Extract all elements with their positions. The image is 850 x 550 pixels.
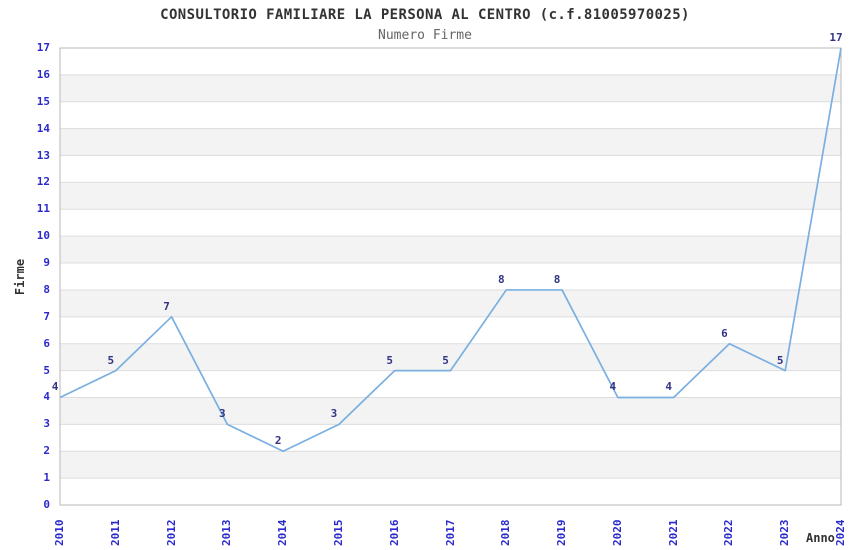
y-tick-label: 13	[36, 148, 50, 162]
x-axis-title: Anno	[806, 531, 835, 545]
y-tick-label: 9	[43, 256, 50, 270]
y-tick-label: 3	[43, 417, 50, 431]
chart-subtitle: Numero Firme	[378, 28, 472, 43]
y-tick-label: 6	[43, 336, 50, 350]
x-tick-label: 2021	[666, 519, 680, 547]
y-tick-label: 8	[43, 282, 50, 296]
y-tick-label: 12	[36, 175, 50, 189]
x-tick-label: 2012	[164, 519, 178, 547]
data-point-label: 8	[553, 272, 561, 286]
y-tick-label: 15	[36, 94, 50, 108]
y-tick-label: 14	[36, 121, 50, 135]
data-point-label: 4	[665, 380, 672, 394]
y-tick-label: 2	[43, 444, 50, 458]
x-tick-label: 2014	[276, 519, 290, 547]
data-point-label: 5	[107, 353, 115, 367]
x-tick-label: 2024	[834, 519, 847, 547]
data-point-label: 3	[330, 407, 338, 421]
data-point-label: 5	[386, 353, 394, 367]
y-tick-label: 0	[43, 498, 50, 511]
x-tick-label: 2023	[778, 519, 792, 547]
y-tick-label: 16	[36, 67, 50, 81]
data-point-label: 4	[609, 380, 617, 394]
y-tick-label: 10	[36, 229, 50, 243]
y-axis-title: Firme	[13, 258, 27, 296]
y-tick-label: 4	[43, 390, 50, 404]
data-point-label: 4	[51, 380, 59, 394]
x-tick-label: 2017	[443, 519, 457, 547]
x-tick-label: 2020	[610, 519, 624, 547]
y-tick-label: 17	[36, 41, 50, 54]
x-tick-label: 2022	[722, 519, 736, 547]
data-point-label: 5	[442, 353, 449, 367]
data-point-label: 17	[829, 31, 843, 44]
x-tick-label: 2019	[555, 519, 569, 547]
x-tick-label: 2010	[53, 519, 66, 547]
data-point-label: 3	[219, 407, 226, 421]
data-point-label: 5	[776, 353, 784, 367]
y-tick-label: 5	[43, 363, 50, 377]
y-tick-label: 1	[43, 471, 50, 485]
data-point-label: 7	[163, 299, 170, 313]
data-point-label: 2	[274, 434, 282, 448]
x-tick-label: 2013	[220, 519, 234, 547]
x-tick-label: 2016	[387, 519, 401, 547]
chart-title: CONSULTORIO FAMILIARE LA PERSONA AL CENT…	[160, 7, 690, 23]
x-tick-label: 2015	[331, 519, 345, 547]
y-tick-label: 7	[43, 309, 50, 323]
x-tick-label: 2011	[108, 519, 122, 547]
y-tick-label: 11	[36, 202, 50, 216]
data-point-label: 6	[721, 326, 728, 340]
x-tick-label: 2018	[499, 519, 513, 547]
data-point-label: 8	[497, 272, 505, 286]
